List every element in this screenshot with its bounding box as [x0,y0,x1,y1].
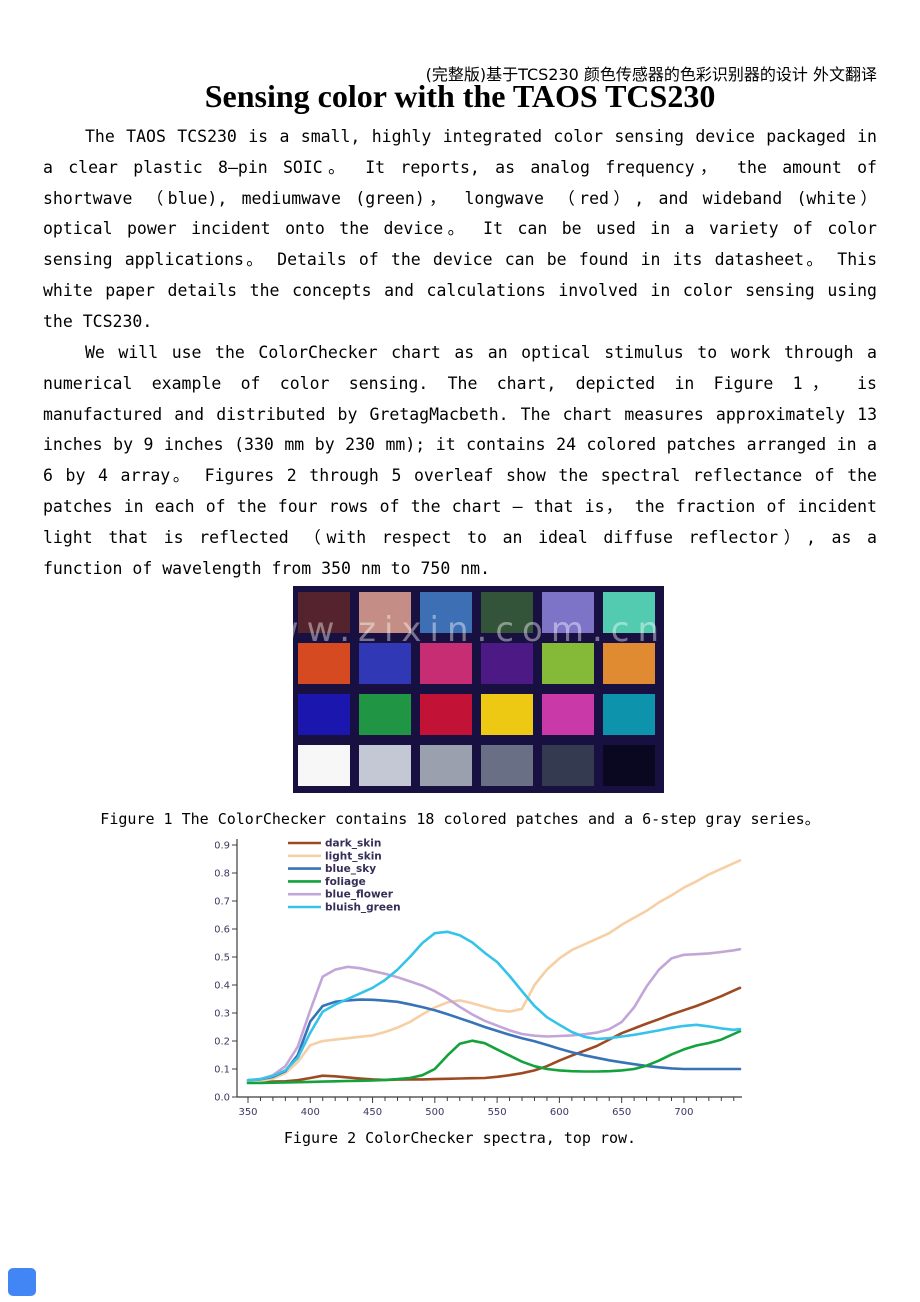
x-tick-label: 550 [488,1107,507,1118]
color-patch [359,694,411,735]
y-tick-label: 0.7 [215,897,230,908]
y-tick-label: 0.0 [215,1093,230,1104]
color-patch [420,694,472,735]
color-patch [420,745,472,786]
y-tick-label: 0.8 [215,869,230,880]
x-tick-label: 650 [612,1107,631,1118]
y-tick-label: 0.5 [215,953,230,964]
color-patch [603,694,655,735]
color-patch [298,592,350,633]
paragraph-colorchecker: We will use the ColorChecker chart as an… [43,343,877,578]
legend-label-blue_sky: blue_sky [325,863,376,875]
color-patch [542,592,594,633]
color-patch [603,745,655,786]
paragraph-intro: The TAOS TCS230 is a small, highly integ… [43,127,877,331]
page-title: Sensing color with the TAOS TCS230 [204,78,716,114]
legend-label-bluish_green: bluish_green [325,902,401,914]
x-tick-label: 600 [550,1107,569,1118]
color-patch [542,643,594,684]
figure1-caption: Figure 1 The ColorChecker contains 18 co… [100,810,820,828]
figure2-caption: Figure 2 ColorChecker spectra, top row. [283,1129,637,1147]
color-patch [481,694,533,735]
y-tick-label: 0.1 [215,1065,230,1076]
series-line-blue_flower [246,947,742,1082]
color-patch [542,694,594,735]
y-tick-label: 0.6 [215,925,230,936]
legend-label-dark_skin: dark_skin [325,838,381,850]
legend-label-foliage: foliage [325,876,366,888]
x-tick-label: 450 [363,1107,382,1118]
color-patch [359,745,411,786]
floating-blue-badge[interactable] [8,1268,36,1296]
color-patch [542,745,594,786]
color-patch [603,592,655,633]
series-line-dark_skin [246,986,742,1083]
color-patch [420,643,472,684]
x-tick-label: 700 [674,1107,693,1118]
color-patch [359,643,411,684]
spectra-chart: 0.0 0.1 0.2 0.3 0.4 0.5 0.6 0.7 0.8 0.9 350 400 450 5… [215,838,742,1118]
x-tick-label: 500 [425,1107,444,1118]
color-patch [420,592,472,633]
series-line-blue_sky [246,998,742,1082]
color-patch [481,643,533,684]
series-line-bluish_green [246,930,742,1082]
legend-label-light_skin: light_skin [325,850,382,862]
color-patch [298,745,350,786]
color-patch [603,643,655,684]
color-patch [359,592,411,633]
x-tick-label: 350 [238,1107,257,1118]
colorchecker-grid [293,586,664,793]
color-patch [481,745,533,786]
header-note: (完整版)基于TCS230 颜色传感器的色彩识别器的设计 外文翻译 [425,65,877,84]
color-patch [298,694,350,735]
y-tick-label: 0.9 [215,841,230,852]
color-patch [481,592,533,633]
x-tick-label: 400 [301,1107,320,1118]
y-tick-label: 0.4 [215,981,230,992]
legend-label-blue_flower: blue_flower [325,889,394,901]
series-line-foliage [246,1029,742,1085]
series-line-light_skin [246,859,742,1083]
color-patch [298,643,350,684]
y-tick-label: 0.2 [215,1037,230,1048]
y-tick-label: 0.3 [215,1009,230,1020]
colorchecker-image: www.zixin.com.cn [293,586,664,793]
